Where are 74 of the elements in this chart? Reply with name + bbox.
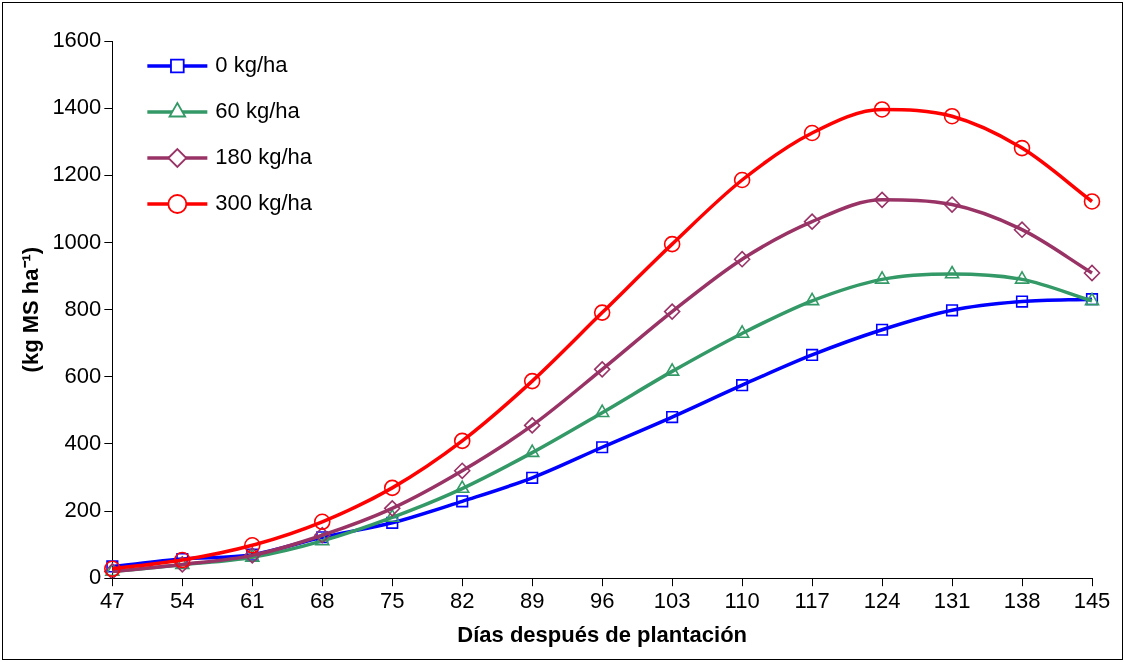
x-tick-label: 110 <box>724 588 760 614</box>
x-tick-label: 131 <box>933 588 971 614</box>
legend-label: 0 kg/ha <box>215 52 289 78</box>
point <box>873 191 891 209</box>
x-tick-label: 82 <box>449 588 475 614</box>
y-tick-label: 1600 <box>52 27 102 53</box>
x-tick-label: 89 <box>519 588 545 614</box>
point <box>733 250 751 268</box>
point <box>456 495 469 508</box>
point <box>943 196 961 213</box>
point <box>733 171 751 189</box>
point <box>453 432 471 450</box>
x-tick-label: 47 <box>100 588 125 614</box>
point <box>526 471 539 484</box>
point <box>1014 271 1030 284</box>
point <box>523 372 541 390</box>
point <box>1015 295 1029 308</box>
point <box>313 526 331 544</box>
y-tick-label: 1400 <box>52 94 102 120</box>
point <box>943 107 961 125</box>
x-tick-label: 124 <box>863 588 901 614</box>
y-tick-label: 200 <box>64 497 102 523</box>
x-tick-label: 145 <box>1073 588 1111 614</box>
point <box>945 304 959 317</box>
y-tick-label: 0 <box>89 564 102 590</box>
legend-label: 60 kg/ha <box>215 98 301 124</box>
point <box>593 361 611 378</box>
point <box>664 363 680 376</box>
point <box>805 348 819 362</box>
point <box>596 441 609 454</box>
point <box>666 410 679 424</box>
point <box>663 235 681 253</box>
point <box>1083 193 1101 210</box>
y-tick-label: 1200 <box>52 161 102 187</box>
x-tick-label: 61 <box>240 588 265 614</box>
point <box>804 292 820 306</box>
x-tick-label: 68 <box>310 588 335 614</box>
point <box>803 213 821 230</box>
x-tick-label: 117 <box>794 588 830 614</box>
point <box>873 101 891 118</box>
point <box>734 325 750 338</box>
point <box>874 271 890 284</box>
point <box>944 265 960 279</box>
point <box>313 513 331 531</box>
point <box>875 323 889 336</box>
point <box>453 462 471 480</box>
x-tick-label: 54 <box>170 588 195 614</box>
point <box>663 303 681 320</box>
y-axis-title: (kg MS ha⁻¹) <box>18 246 44 373</box>
x-axis-title: Días después de plantación <box>457 621 748 647</box>
y-tick-label: 400 <box>64 429 102 455</box>
x-tick-label: 103 <box>653 588 691 614</box>
y-tick-label: 600 <box>64 362 102 388</box>
point <box>803 124 821 142</box>
y-tick-label: 800 <box>64 295 102 321</box>
legend-label: 180 kg/ha <box>215 144 313 170</box>
legend-label: 300 kg/ha <box>215 190 313 216</box>
point <box>594 404 610 418</box>
point <box>243 537 261 554</box>
point <box>454 480 470 494</box>
point <box>1013 221 1031 238</box>
x-tick-label: 96 <box>589 588 615 614</box>
x-tick-label: 138 <box>1003 588 1041 614</box>
point <box>524 444 540 458</box>
point <box>383 500 401 517</box>
point <box>383 479 401 497</box>
point <box>1083 264 1101 282</box>
point <box>384 509 400 522</box>
x-tick-label: 75 <box>380 588 405 614</box>
point <box>1013 139 1031 157</box>
point <box>593 304 611 321</box>
y-tick-label: 1000 <box>52 228 102 254</box>
point <box>523 417 541 434</box>
point <box>736 379 749 392</box>
